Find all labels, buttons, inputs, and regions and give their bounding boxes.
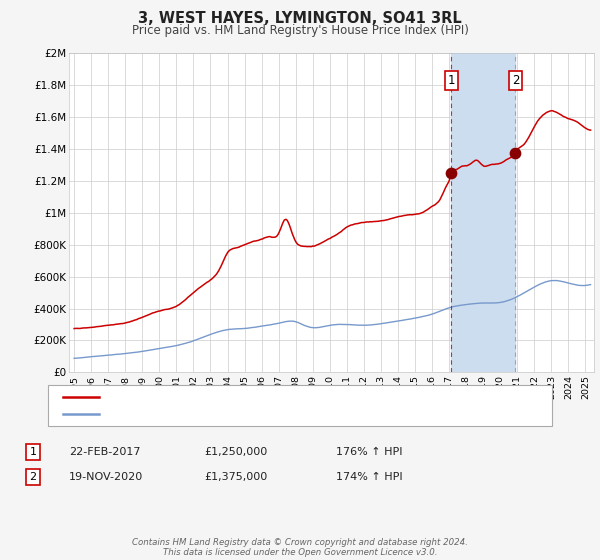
Text: 174% ↑ HPI: 174% ↑ HPI — [336, 472, 403, 482]
Text: Contains HM Land Registry data © Crown copyright and database right 2024.
This d: Contains HM Land Registry data © Crown c… — [132, 538, 468, 557]
Bar — [451, 53, 515, 372]
Text: HPI: Average price, detached house, New Forest: HPI: Average price, detached house, New … — [108, 409, 371, 419]
Text: 1: 1 — [448, 74, 455, 87]
Text: 176% ↑ HPI: 176% ↑ HPI — [336, 447, 403, 457]
Point — [511, 148, 520, 157]
Text: 2: 2 — [29, 472, 37, 482]
Text: 19-NOV-2020: 19-NOV-2020 — [69, 472, 143, 482]
Text: 3, WEST HAYES, LYMINGTON, SO41 3RL: 3, WEST HAYES, LYMINGTON, SO41 3RL — [138, 11, 462, 26]
Text: 22-FEB-2017: 22-FEB-2017 — [69, 447, 140, 457]
Text: Price paid vs. HM Land Registry's House Price Index (HPI): Price paid vs. HM Land Registry's House … — [131, 24, 469, 36]
Text: 1: 1 — [29, 447, 37, 457]
Text: 3, WEST HAYES, LYMINGTON, SO41 3RL (detached house): 3, WEST HAYES, LYMINGTON, SO41 3RL (deta… — [108, 391, 422, 402]
Point — [446, 169, 456, 178]
Text: 2: 2 — [512, 74, 519, 87]
Text: £1,375,000: £1,375,000 — [204, 472, 267, 482]
Text: £1,250,000: £1,250,000 — [204, 447, 267, 457]
